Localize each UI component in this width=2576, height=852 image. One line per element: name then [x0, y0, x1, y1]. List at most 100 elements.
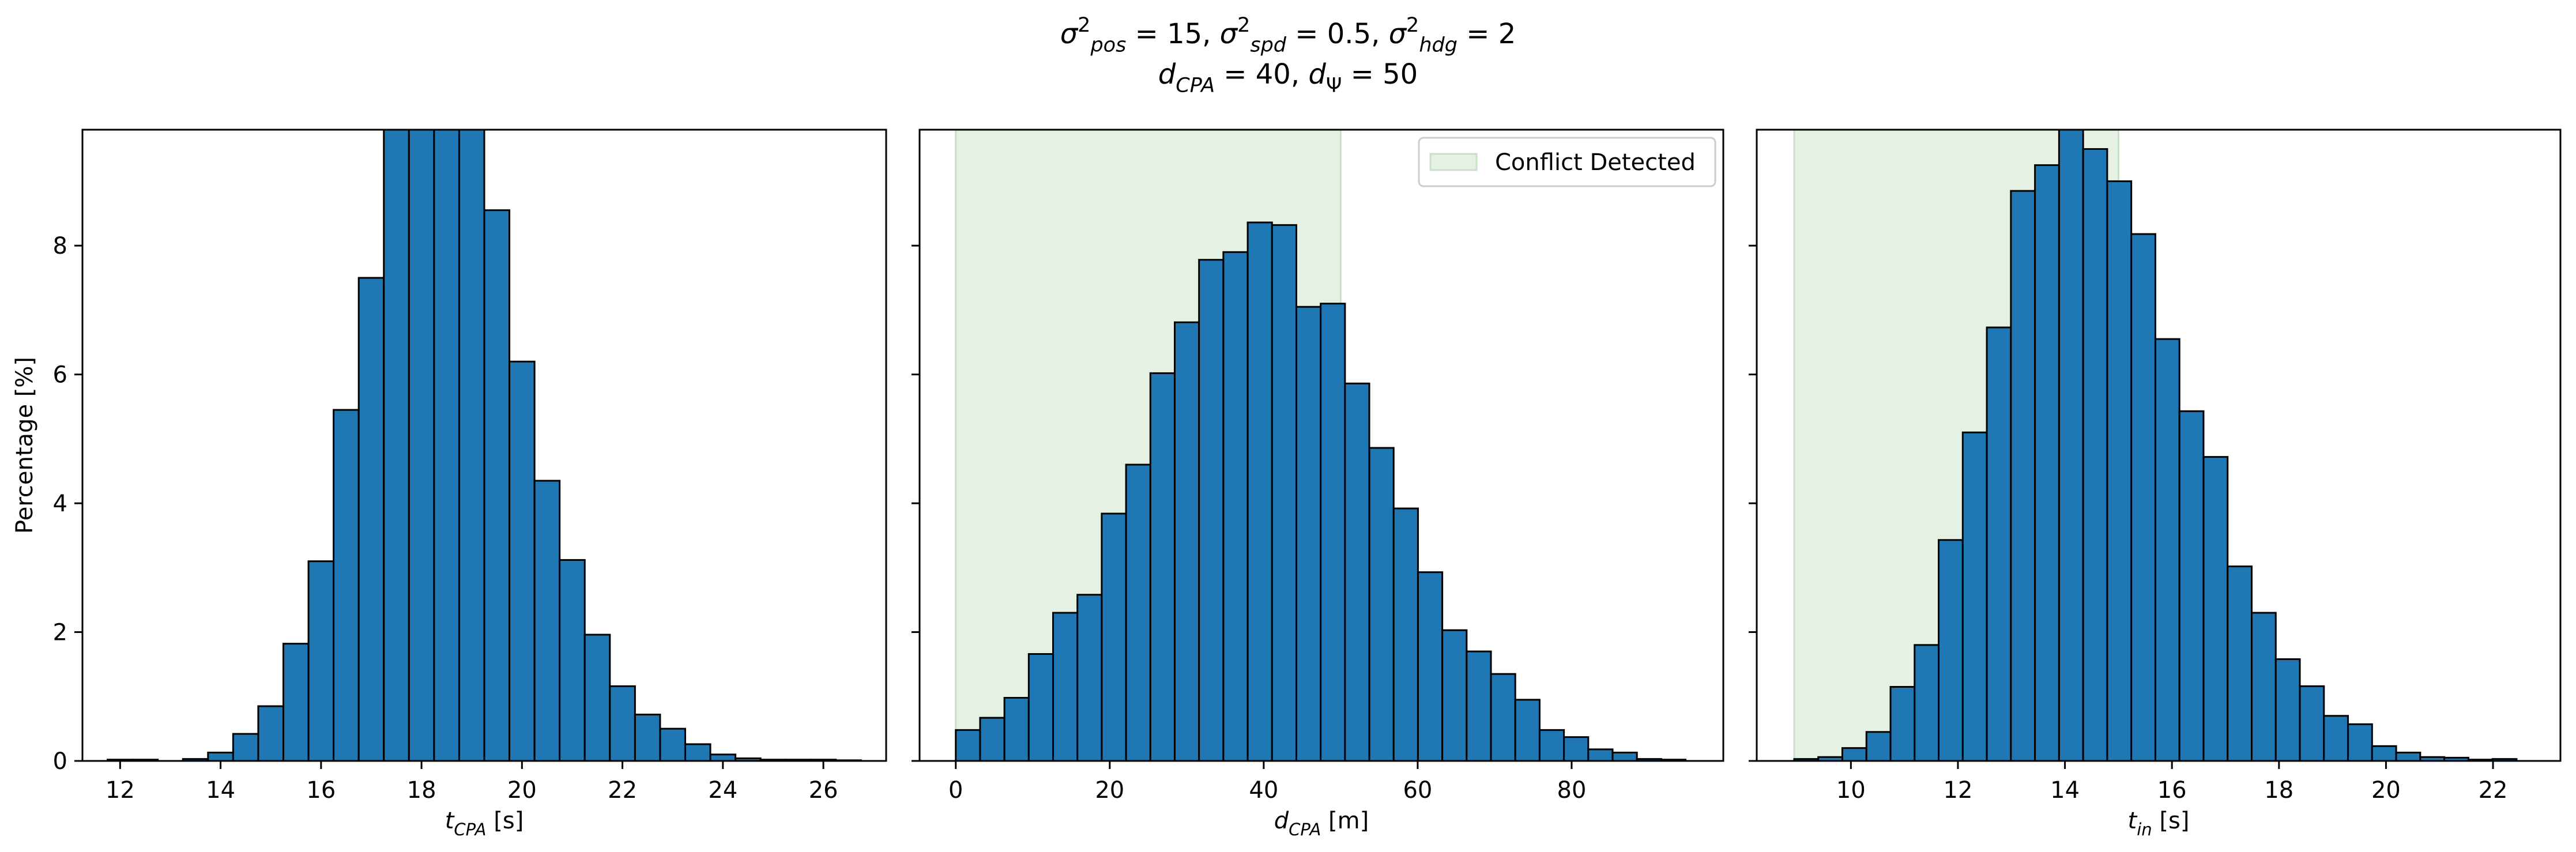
histogram-bar	[1344, 382, 1370, 761]
histogram-bar	[408, 130, 435, 761]
histogram-bar	[1101, 512, 1127, 761]
histogram-bar	[1961, 431, 1988, 761]
histogram-bar	[659, 727, 686, 761]
histogram-bar	[357, 277, 385, 761]
histogram-bar	[2274, 658, 2301, 761]
histogram-bar	[2395, 751, 2421, 761]
histogram-bar	[2347, 723, 2373, 761]
histogram-bar	[1865, 731, 1892, 761]
histogram-bar	[257, 705, 284, 761]
histogram-bar	[1149, 372, 1176, 761]
x-tick-label: 12	[106, 777, 135, 804]
histogram-bar	[2106, 180, 2133, 761]
histogram-bar	[1466, 650, 1492, 761]
histogram-bar	[1986, 326, 2012, 761]
histogram-bar	[1490, 673, 1516, 761]
histogram-bar	[955, 729, 981, 761]
legend-swatch	[1429, 153, 1478, 171]
axes-frame	[918, 129, 1724, 762]
histogram-bar	[1538, 729, 1565, 761]
x-tick-label: 18	[2264, 777, 2293, 804]
histogram-bar	[1125, 463, 1151, 761]
histogram-bars	[107, 130, 862, 761]
histogram-bar	[2299, 685, 2325, 761]
x-axis-label: tin [s]	[2128, 808, 2190, 839]
histogram-bars	[955, 221, 1687, 761]
histogram-bar	[433, 130, 460, 761]
histogram-bar	[609, 685, 636, 761]
legend-label: Conflict Detected	[1495, 149, 1696, 176]
histogram-bar	[383, 130, 410, 761]
histogram-bar	[2178, 410, 2205, 761]
y-tick-label: 4	[53, 491, 67, 517]
histogram-bar	[1076, 594, 1103, 761]
histogram-bar	[1914, 644, 1940, 761]
histogram-bar	[1174, 321, 1200, 761]
histogram-bar	[1938, 539, 1964, 761]
histogram-bar	[1198, 259, 1225, 761]
legend: Conflict Detected	[1418, 137, 1716, 187]
axes-frame	[81, 129, 887, 762]
histogram-bar	[483, 209, 511, 761]
x-tick-label: 60	[1403, 777, 1432, 804]
x-tick-label: 80	[1557, 777, 1587, 804]
x-tick-label: 20	[2371, 777, 2401, 804]
x-tick-label: 24	[708, 777, 737, 804]
x-tick-label: 18	[407, 777, 436, 804]
histogram-bar	[1003, 697, 1030, 761]
histogram-bar	[1417, 571, 1444, 761]
x-tick-label: 12	[1944, 777, 1973, 804]
histogram-bar	[533, 480, 561, 761]
histogram-bar	[1441, 629, 1468, 761]
subplot-2: 0 20 40 60 80 dCPA [m] Conflict Detected	[912, 129, 1724, 839]
axes-frame	[1756, 129, 2562, 762]
y-tick-label: 8	[53, 233, 67, 259]
figure-title-line-2: dCPA = 40, dΨ = 50	[1158, 58, 1418, 97]
legend-box	[1418, 137, 1716, 187]
x-tick-label: 0	[948, 777, 963, 804]
histogram-bar	[2082, 148, 2108, 761]
histogram-bar	[2058, 130, 2084, 761]
histogram-bar	[2250, 612, 2277, 761]
histogram-bar	[2371, 745, 2397, 761]
y-axis-label: Percentage [%]	[12, 357, 38, 534]
histogram-bar	[709, 753, 737, 761]
histogram-bar	[1368, 447, 1395, 761]
x-tick-label: 20	[1095, 777, 1124, 804]
x-tick-label: 10	[1836, 777, 1866, 804]
x-tick-label: 16	[2157, 777, 2187, 804]
histogram-bar	[2130, 233, 2156, 761]
y-tick-label: 6	[53, 362, 67, 389]
histogram-bar	[979, 717, 1005, 761]
histogram-bar	[2202, 456, 2229, 761]
histogram-bar	[1841, 747, 1867, 761]
histogram-bar	[2010, 190, 2036, 761]
histogram-bar	[1246, 221, 1273, 761]
histogram-bar	[1295, 306, 1322, 761]
histogram-bar	[559, 559, 586, 761]
histogram-bar	[458, 130, 485, 761]
x-axis-label: dCPA [m]	[1274, 808, 1369, 839]
histogram-bar	[1392, 507, 1419, 761]
histogram-bar	[509, 360, 536, 761]
x-tick-label: 22	[608, 777, 637, 804]
histogram-bar	[634, 714, 661, 761]
histogram-bar	[1563, 736, 1590, 761]
histogram-bar	[583, 634, 611, 761]
histogram-bar	[684, 743, 711, 761]
histogram-bars	[1793, 130, 2518, 761]
histogram-bar	[2323, 715, 2349, 761]
histogram-bar	[1889, 686, 1916, 761]
histogram-bar	[2034, 164, 2060, 761]
histogram-bar	[232, 733, 259, 761]
histogram-bar	[1320, 303, 1346, 761]
histogram-bar	[333, 409, 360, 761]
x-tick-label: 14	[206, 777, 235, 804]
histogram-bar	[1027, 653, 1054, 761]
x-tick-label: 14	[2050, 777, 2080, 804]
histogram-bar	[207, 751, 234, 761]
y-tick-label: 2	[53, 620, 67, 646]
